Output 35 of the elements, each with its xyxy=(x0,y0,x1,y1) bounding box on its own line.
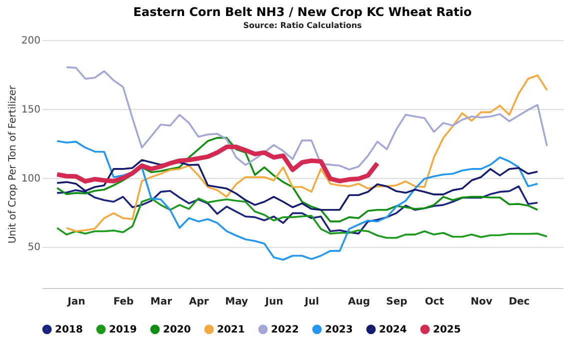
legend-label: 2018 xyxy=(55,324,83,336)
y-tick-label: 50 xyxy=(28,242,40,254)
line-series xyxy=(66,74,548,232)
x-tick-label: Jan xyxy=(66,296,86,308)
x-tick-label: Oct xyxy=(424,296,444,308)
x-tick-label: May xyxy=(225,296,249,308)
legend-label: 2022 xyxy=(271,324,299,336)
y-tick-label: 100 xyxy=(21,173,40,184)
legend-label: 2020 xyxy=(163,324,191,336)
line-series xyxy=(56,140,538,261)
legend-label: 2025 xyxy=(433,324,461,336)
line-series xyxy=(56,136,538,222)
x-tick-label: Nov xyxy=(470,296,493,308)
x-tick-label: Jul xyxy=(304,296,320,308)
x-tick-label: Jun xyxy=(264,296,284,308)
line-series xyxy=(54,144,380,184)
line-series xyxy=(56,198,548,239)
line-series xyxy=(66,66,548,170)
line-series xyxy=(56,159,538,211)
x-tick-label: Dec xyxy=(508,296,530,308)
chart-subtitle: Source: Ratio Calculations xyxy=(243,21,362,30)
y-tick-label: 200 xyxy=(21,36,40,46)
x-tick-label: Aug xyxy=(348,296,370,308)
y-axis-title: Unit of Crop Per Ton of Fertilizer xyxy=(7,84,18,244)
y-tick-label: 150 xyxy=(21,104,40,116)
x-tick-label: Apr xyxy=(188,296,209,308)
legend-label: 2019 xyxy=(109,324,137,336)
legend-label: 2024 xyxy=(379,324,407,336)
x-tick-label: Mar xyxy=(150,296,172,308)
legend-label: 2021 xyxy=(217,324,245,336)
legend-label: 2023 xyxy=(325,324,353,336)
x-tick-label: Sep xyxy=(386,296,408,308)
line-series xyxy=(56,185,538,234)
x-tick-label: Feb xyxy=(113,296,134,308)
chart-title: Eastern Corn Belt NH3 / New Crop KC Wheat Ratio xyxy=(133,5,472,19)
